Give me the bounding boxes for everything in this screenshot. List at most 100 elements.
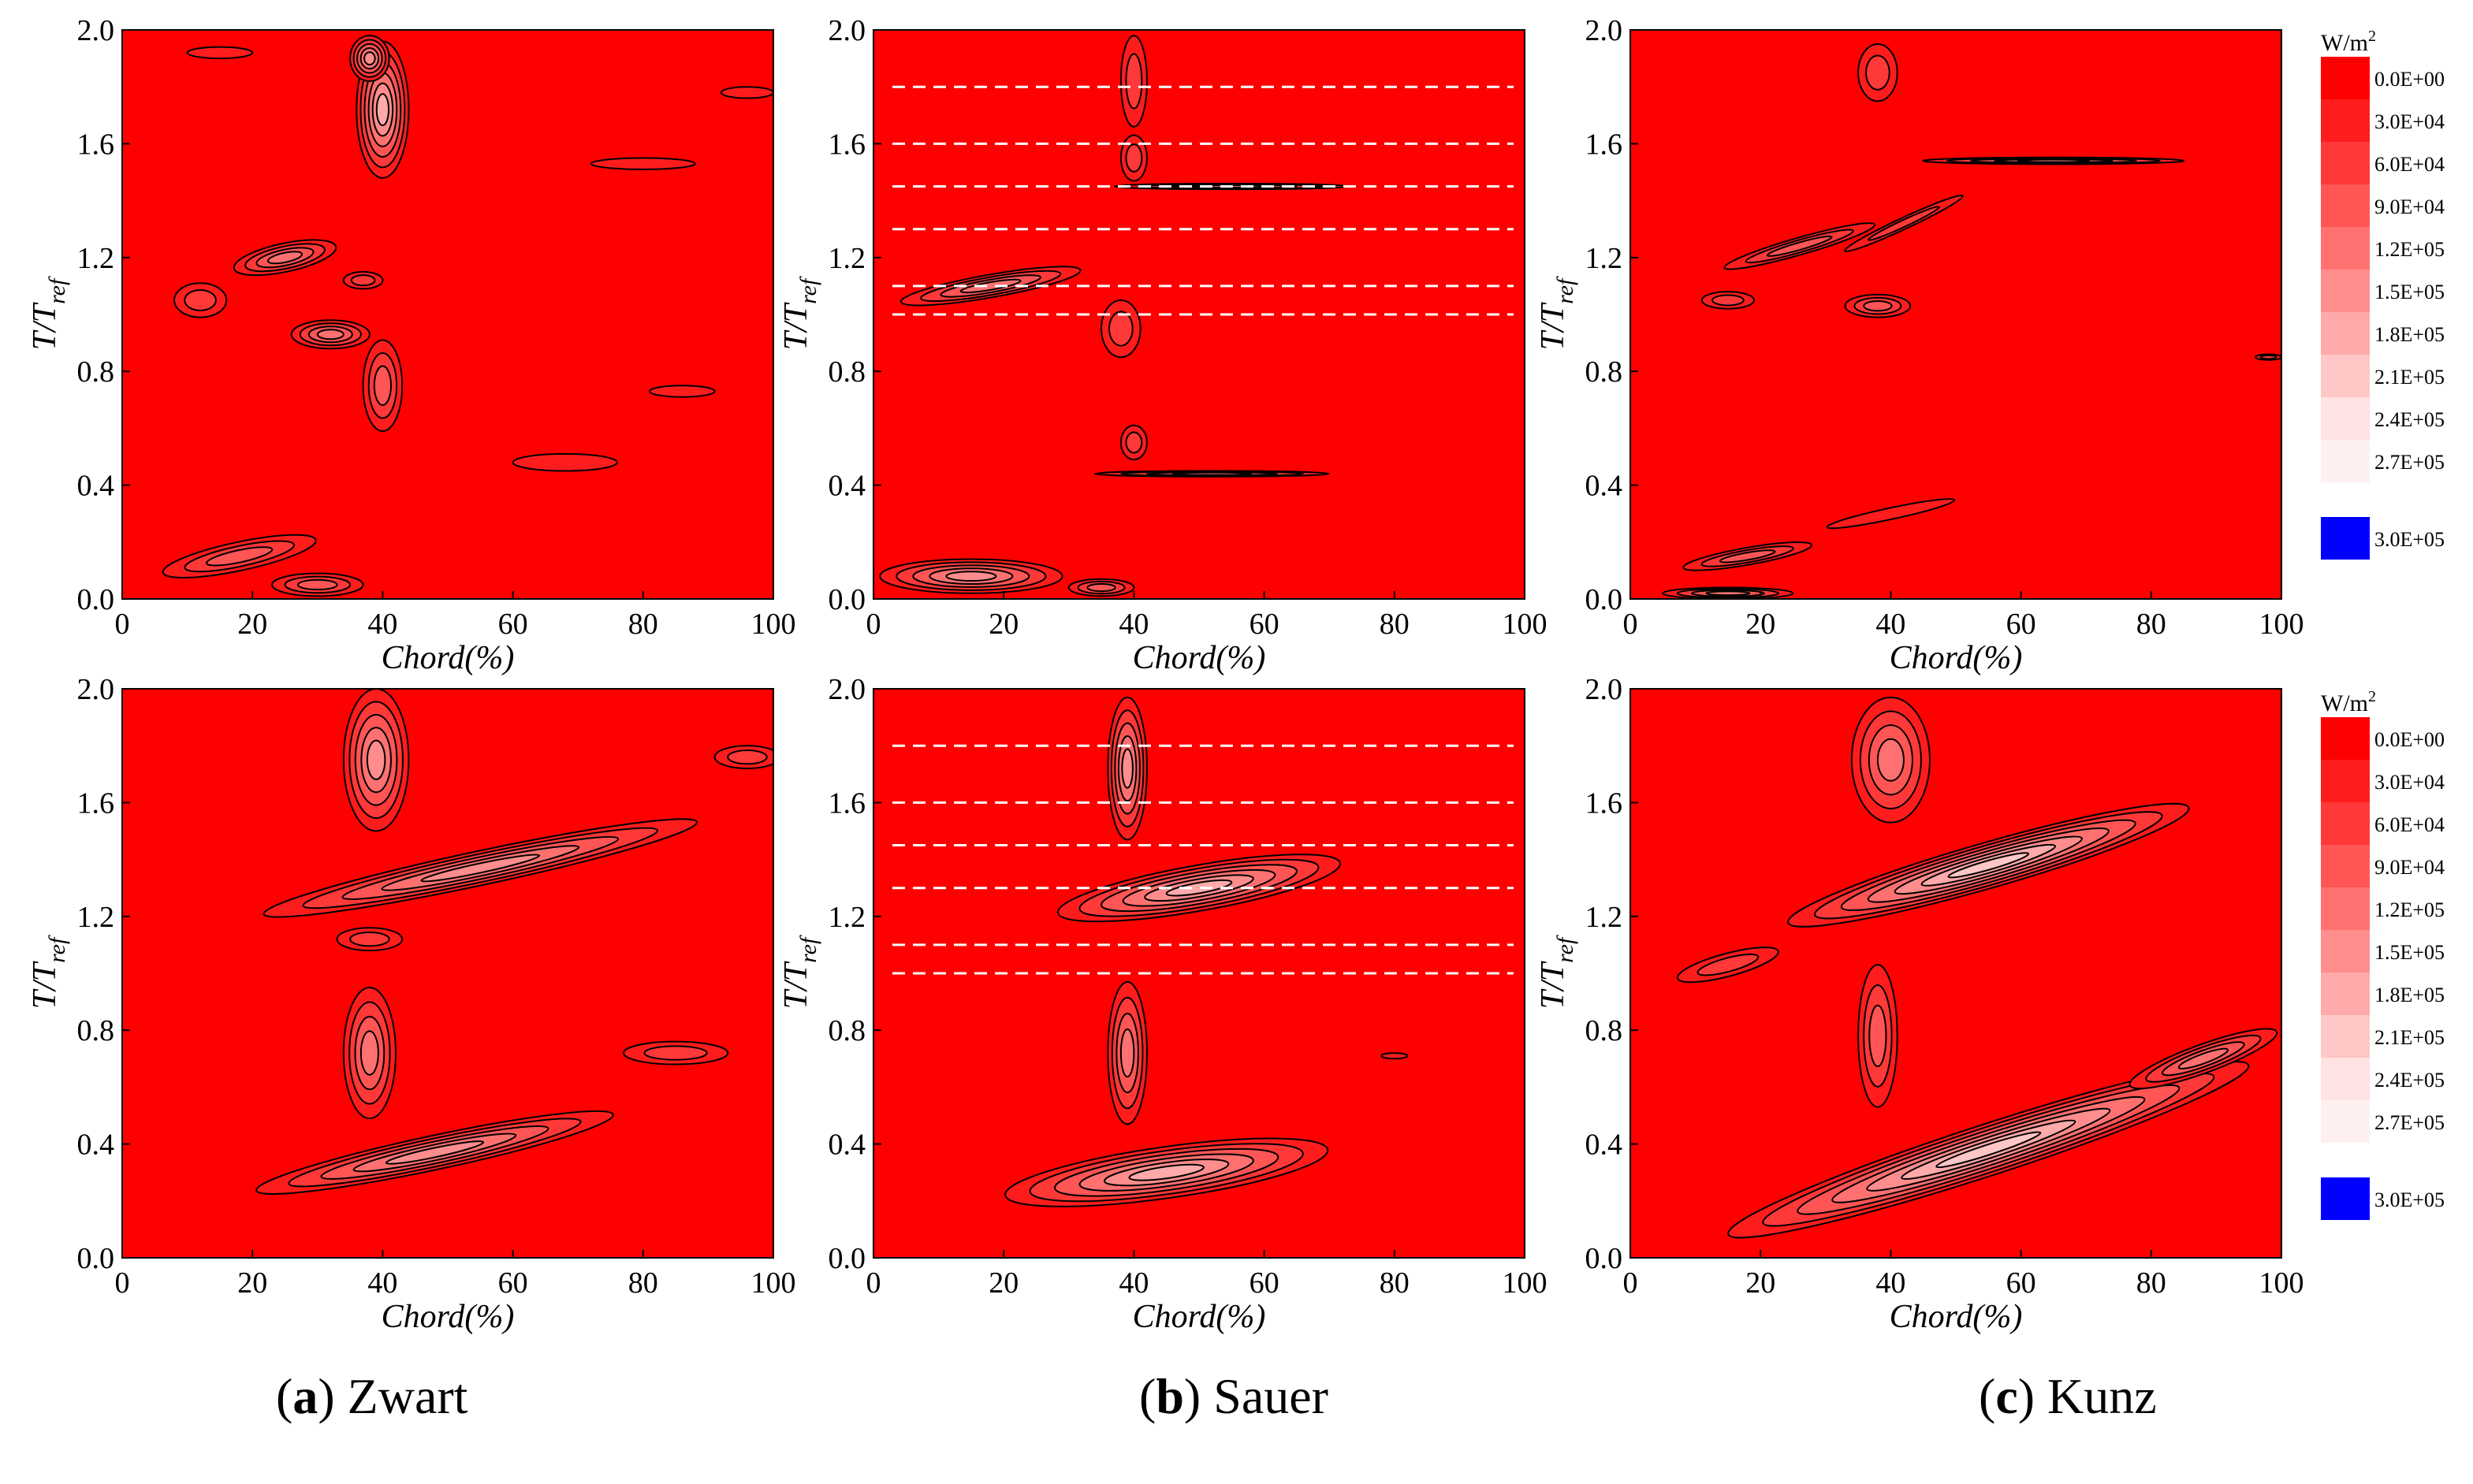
- plot-frame: [873, 688, 1525, 1259]
- contour-level: [1705, 590, 1751, 597]
- colorbar-swatch: [2321, 973, 2370, 1015]
- contour-field: [162, 35, 773, 597]
- contour-level: [350, 274, 376, 287]
- y-tick-label: 0.4: [829, 470, 866, 503]
- contour-level: [1380, 1052, 1409, 1060]
- colorbar-swatch: [2321, 717, 2370, 760]
- contour-level: [366, 739, 386, 780]
- contour-region: [2128, 1028, 2278, 1090]
- y-tick-label: 0.0: [829, 1242, 866, 1275]
- contour-level: [1125, 143, 1143, 173]
- colorbar-label: 3.0E+05: [2374, 1188, 2445, 1211]
- contour-region: [186, 46, 254, 60]
- contour-level: [363, 51, 376, 65]
- x-tick-label: 0: [115, 1266, 130, 1300]
- colorbar-swatch: [2321, 1100, 2370, 1143]
- x-axis-label: Chord(%): [1890, 1299, 2023, 1335]
- y-tick-label: 0.8: [1585, 355, 1623, 389]
- colorbar-label: 1.8E+05: [2374, 984, 2445, 1006]
- contour-region: [1850, 696, 1931, 824]
- x-tick-label: 60: [498, 1266, 528, 1300]
- contour-level: [649, 385, 716, 398]
- y-tick-label: 1.6: [1585, 128, 1623, 161]
- contour-region: [356, 40, 410, 179]
- colorbar-label: 3.0E+04: [2374, 771, 2445, 794]
- contour-level: [266, 251, 304, 265]
- colorbar-swatch: [2321, 1015, 2370, 1058]
- plot-frame: [1629, 688, 2282, 1259]
- contour-region: [270, 572, 364, 597]
- y-axis-label: T/Tref: [778, 276, 821, 350]
- contour-field: [1662, 43, 2281, 599]
- colorbar-swatch: [2321, 440, 2370, 482]
- contour-level: [1711, 294, 1745, 307]
- y-tick-label: 0.0: [77, 583, 115, 616]
- contour-field: [1676, 696, 2278, 1239]
- caption-a: (a) Zwart: [276, 1368, 468, 1424]
- contour-region: [1857, 964, 1898, 1108]
- contour-level: [945, 571, 997, 582]
- contour-region: [1119, 134, 1148, 182]
- colorbar-label: 1.5E+05: [2374, 941, 2445, 964]
- contour-level: [1947, 852, 2030, 879]
- contour-region: [1857, 43, 1898, 102]
- colorbar-swatch: [2321, 1058, 2370, 1100]
- x-axis-label: Chord(%): [1133, 640, 1266, 676]
- contour-region: [879, 558, 1063, 594]
- x-tick-label: 0: [866, 608, 881, 641]
- colorbar: W/m2 0.0E+00 3.0E+04 6.0E+04 9.0E+04 1.2E+05 1…: [2321, 688, 2445, 1220]
- x-tick-label: 80: [2136, 608, 2166, 641]
- contour-region: [263, 818, 698, 918]
- x-tick-label: 100: [1503, 1266, 1547, 1300]
- colorbar-swatch: [2321, 517, 2370, 560]
- colorbar-swatch: [2321, 57, 2370, 99]
- contour-region: [1844, 293, 1912, 318]
- x-axis-label: Chord(%): [1133, 1299, 1266, 1335]
- y-tick-label: 2.0: [77, 14, 115, 47]
- y-tick-label: 0.0: [1585, 583, 1623, 616]
- contour-level: [727, 749, 768, 765]
- contour-level: [420, 854, 541, 883]
- contour-region: [623, 1040, 729, 1066]
- y-tick-label: 1.2: [77, 242, 115, 275]
- colorbar-swatch: [2321, 760, 2370, 802]
- y-axis-label: T/Tref: [27, 935, 70, 1009]
- y-tick-label: 1.6: [77, 787, 115, 820]
- y-tick-label: 0.4: [77, 470, 115, 503]
- contour-level: [2017, 158, 2090, 163]
- plot-frame: [873, 29, 1525, 600]
- x-axis-label: Chord(%): [1890, 640, 2023, 676]
- contour-level: [375, 93, 390, 127]
- x-tick-label: 20: [1745, 1266, 1775, 1300]
- panel-b-bottom: 0 20 40 60 80 100 0.0 0.4 0.8 1.2 1.6 2.0 Chord(%) T/…: [778, 673, 1547, 1335]
- contour-level: [1171, 471, 1253, 476]
- contour-region: [1119, 35, 1148, 128]
- colorbar-swatch: [2321, 355, 2370, 397]
- colorbar-swatch: [2321, 184, 2370, 227]
- colorbar-label: 3.0E+04: [2374, 110, 2445, 133]
- contour-level: [1865, 54, 1890, 91]
- contour-level: [1876, 738, 1905, 782]
- contour-region: [349, 35, 390, 82]
- x-tick-label: 40: [367, 1266, 397, 1300]
- contour-region: [162, 534, 317, 578]
- contour-level: [512, 452, 618, 472]
- contour-region: [1101, 299, 1142, 359]
- contour-region: [1107, 696, 1148, 841]
- x-tick-label: 60: [2006, 608, 2036, 641]
- plot-background: [122, 689, 773, 1258]
- y-tick-label: 0.8: [77, 1014, 115, 1047]
- y-tick-label: 0.8: [1585, 1014, 1623, 1047]
- contour-region: [255, 1110, 614, 1195]
- x-tick-label: 100: [2259, 1266, 2304, 1300]
- y-axis-label: T/Tref: [778, 935, 821, 1009]
- x-tick-label: 80: [2136, 1266, 2166, 1300]
- contour-region: [1676, 947, 1779, 984]
- contour-level: [373, 365, 393, 407]
- y-tick-label: 0.4: [1585, 470, 1623, 503]
- contour-level: [2259, 354, 2277, 360]
- y-tick-label: 0.0: [829, 583, 866, 616]
- colorbar-swatch: [2321, 270, 2370, 312]
- contour-region: [2254, 353, 2281, 361]
- contour-level: [1121, 748, 1134, 789]
